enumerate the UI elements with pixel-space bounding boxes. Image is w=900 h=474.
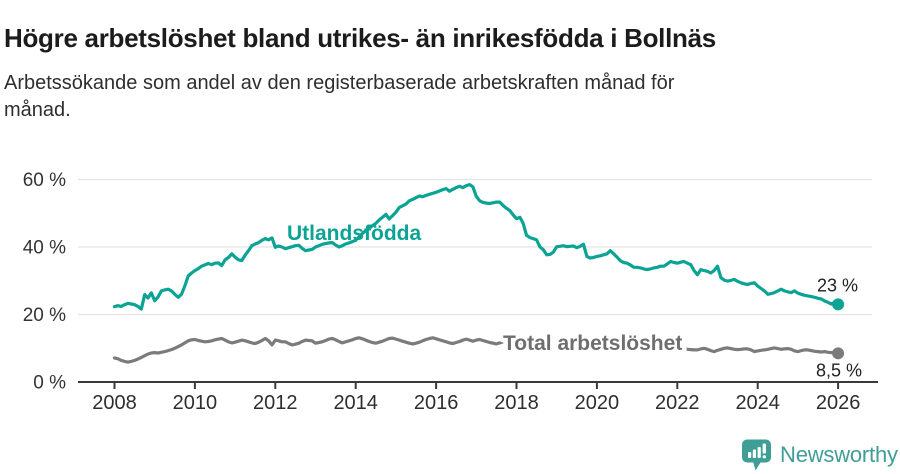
- y-tick-label: 60 %: [23, 170, 66, 191]
- y-tick-label: 0 %: [33, 373, 66, 394]
- y-tick-label: 20 %: [23, 305, 66, 326]
- page-title: Högre arbetslöshet bland utrikes- än inr…: [4, 23, 716, 54]
- x-tick-label: 2012: [253, 392, 298, 414]
- series-label-0: Utlandsfödda: [287, 222, 421, 245]
- x-tick-label: 2020: [575, 392, 620, 414]
- x-tick-label: 2018: [494, 392, 539, 414]
- y-tick-label: 40 %: [23, 238, 66, 259]
- series-label-1: Total arbetslöshet: [503, 332, 682, 355]
- x-tick-label: 2016: [414, 392, 459, 414]
- brand-name: Newsworthy: [780, 442, 898, 467]
- x-tick-label: 2026: [816, 392, 861, 414]
- end-value-label-0: 23 %: [817, 275, 858, 295]
- newsworthy-logo: Newsworthy: [742, 438, 898, 472]
- x-tick-label: 2024: [735, 392, 780, 414]
- x-tick-label: 2010: [173, 392, 218, 414]
- end-dot-0: [832, 298, 845, 311]
- series-line-1: [112, 335, 840, 364]
- x-tick-label: 2022: [655, 392, 700, 414]
- subtitle-line: månad.: [4, 99, 71, 121]
- x-tick-label: 2008: [92, 392, 137, 414]
- end-value-label-1: 8,5 %: [816, 360, 862, 380]
- end-dot-1: [832, 347, 845, 360]
- series-line-0: [112, 183, 840, 311]
- newsworthy-bubble-chart-icon: [742, 439, 771, 470]
- subtitle-line: Arbetssökande som andel av den registerb…: [4, 72, 675, 94]
- x-tick-label: 2014: [333, 392, 378, 414]
- chart-subtitle: Arbetssökande som andel av den registerb…: [4, 70, 844, 124]
